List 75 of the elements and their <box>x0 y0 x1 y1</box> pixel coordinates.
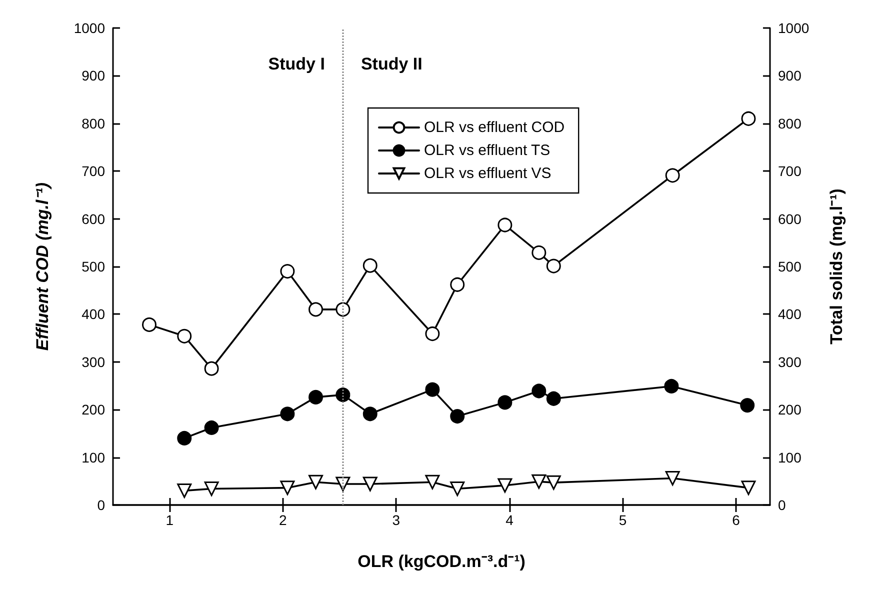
legend-label: OLR vs effluent TS <box>424 142 550 159</box>
point <box>546 258 561 274</box>
point <box>450 409 465 424</box>
point <box>425 382 440 397</box>
y-tick-label: 0 <box>97 497 106 513</box>
point <box>546 391 561 406</box>
point <box>498 218 512 232</box>
point <box>532 474 546 489</box>
x-tick-label: 4 <box>506 512 514 528</box>
y-tick-label: 200 <box>82 402 106 418</box>
point <box>204 361 219 376</box>
legend-label: OLR vs effluent VS <box>424 165 552 182</box>
point <box>546 475 561 490</box>
y2-tick-label: 0 <box>778 497 786 513</box>
legend-label: OLR vs effluent COD <box>424 119 565 136</box>
y-tick-label: 900 <box>82 68 106 84</box>
y2-tick-label: 400 <box>778 306 802 322</box>
point <box>665 168 680 183</box>
y2-tick-label: 600 <box>778 210 802 227</box>
y2-tick-label: 300 <box>778 354 802 370</box>
y-tick-label: 800 <box>82 115 106 132</box>
point <box>362 406 378 422</box>
y-tick-label: 500 <box>82 258 106 274</box>
y-tick-label: 600 <box>82 210 106 227</box>
x-tick-label: 6 <box>732 512 740 528</box>
point <box>177 328 192 344</box>
point <box>336 302 350 317</box>
y-tick-label: 300 <box>82 354 106 370</box>
x-tick-label: 2 <box>279 512 288 528</box>
point <box>425 474 440 490</box>
point <box>142 317 156 332</box>
x-axis-title: OLR (kgCOD.m⁻³.d⁻¹) <box>358 552 526 571</box>
y2-axis-title: Total solids (mg.l⁻¹) <box>827 188 846 344</box>
point <box>665 471 680 486</box>
point <box>336 388 350 402</box>
point <box>308 474 324 490</box>
y2-tick-label: 100 <box>778 449 802 466</box>
point <box>532 384 546 398</box>
x-tick-label: 5 <box>618 512 627 528</box>
point <box>450 277 465 292</box>
point <box>498 395 512 410</box>
point <box>177 430 192 446</box>
y2-tick-label: 1000 <box>778 20 810 36</box>
y2-tick-label: 200 <box>778 402 802 418</box>
point <box>740 398 755 413</box>
y2-tick-label: 800 <box>778 115 802 132</box>
point <box>741 111 756 126</box>
annotation: Study I <box>268 54 325 74</box>
point <box>664 378 679 394</box>
annotation: Study II <box>360 54 422 74</box>
point <box>204 482 219 496</box>
point <box>741 480 756 496</box>
point <box>362 258 378 273</box>
y-axis-title: Effluent COD (mg.l⁻¹) <box>33 182 52 351</box>
point <box>498 478 512 493</box>
y-tick-label: 400 <box>82 306 106 322</box>
point <box>280 406 295 422</box>
y2-tick-label: 500 <box>778 258 802 274</box>
point <box>362 476 378 492</box>
y-tick-label: 1000 <box>74 20 106 36</box>
y-tick-label: 700 <box>82 163 106 180</box>
y2-tick-label: 700 <box>778 163 802 180</box>
point <box>425 326 440 342</box>
point <box>450 482 465 496</box>
y2-tick-label: 900 <box>778 68 802 84</box>
point <box>204 420 219 435</box>
x-tick-label: 3 <box>392 512 400 528</box>
y-tick-label: 100 <box>82 449 106 466</box>
x-tick-label: 1 <box>166 512 174 528</box>
point <box>177 483 192 498</box>
point <box>308 302 324 317</box>
point <box>280 480 295 496</box>
point <box>532 245 546 260</box>
point <box>308 390 324 404</box>
point <box>280 264 295 279</box>
